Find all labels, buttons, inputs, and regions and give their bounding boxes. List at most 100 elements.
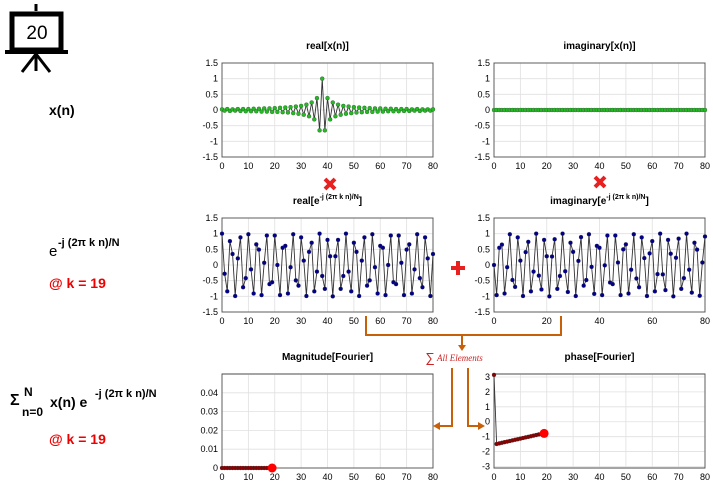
data-point bbox=[259, 292, 264, 298]
data-point bbox=[578, 234, 584, 240]
data-point bbox=[515, 235, 520, 240]
data-point bbox=[613, 233, 618, 238]
x-tick-label: 70 bbox=[674, 472, 684, 482]
data-point bbox=[671, 294, 676, 299]
data-point bbox=[642, 255, 647, 261]
data-point bbox=[304, 102, 309, 107]
y-tick-label: -0.5 bbox=[202, 121, 218, 131]
data-point bbox=[230, 251, 235, 257]
chart-title: Magnitude[Fourier] bbox=[282, 352, 373, 363]
x-tick-label: 80 bbox=[428, 472, 438, 482]
data-point bbox=[510, 277, 515, 283]
data-point bbox=[280, 110, 285, 115]
data-point bbox=[301, 258, 306, 263]
data-point bbox=[301, 112, 306, 117]
y-tick-label: -1 bbox=[482, 136, 490, 146]
data-point bbox=[631, 232, 636, 237]
y-tick-label: 1.5 bbox=[205, 213, 218, 223]
data-point bbox=[565, 289, 570, 295]
x-tick-label: 50 bbox=[349, 161, 359, 171]
x-tick-label: 20 bbox=[542, 472, 552, 482]
x-tick-label: 10 bbox=[243, 472, 253, 482]
data-point bbox=[615, 260, 621, 265]
data-point bbox=[536, 273, 541, 278]
data-point bbox=[370, 109, 375, 115]
data-point bbox=[639, 235, 644, 240]
data-point bbox=[497, 245, 502, 250]
x-tick-label: 10 bbox=[515, 161, 525, 171]
y-tick-label: 3 bbox=[485, 372, 490, 382]
label-sum-upper: N bbox=[24, 385, 33, 399]
data-point bbox=[351, 240, 357, 245]
data-point bbox=[309, 100, 314, 105]
y-tick-label: 1.5 bbox=[477, 213, 490, 223]
data-point bbox=[264, 233, 269, 238]
data-point bbox=[264, 109, 269, 114]
x-tick-label: 70 bbox=[402, 472, 412, 482]
data-point bbox=[697, 293, 702, 298]
data-point bbox=[552, 237, 557, 242]
y-tick-label: 0.5 bbox=[477, 89, 490, 99]
plus-icon bbox=[451, 261, 465, 275]
x-tick-label: 50 bbox=[349, 316, 359, 326]
data-point bbox=[262, 106, 267, 111]
data-point bbox=[380, 109, 386, 114]
data-point bbox=[647, 251, 652, 256]
data-point bbox=[592, 291, 597, 296]
data-point bbox=[660, 272, 665, 277]
data-point bbox=[378, 106, 383, 111]
y-tick-label: -1 bbox=[482, 291, 490, 301]
data-point bbox=[325, 237, 330, 243]
x-tick-label: 70 bbox=[674, 161, 684, 171]
data-point bbox=[528, 289, 534, 294]
data-point bbox=[312, 117, 317, 122]
x-tick-label: 10 bbox=[243, 316, 253, 326]
y-tick-label: -0.5 bbox=[474, 121, 490, 131]
x-tick-label: 80 bbox=[428, 316, 438, 326]
data-point bbox=[547, 294, 552, 299]
data-point bbox=[420, 285, 425, 290]
data-point bbox=[673, 255, 679, 260]
data-point bbox=[269, 280, 275, 285]
y-tick-label: 0.5 bbox=[205, 89, 218, 99]
data-point bbox=[623, 242, 629, 247]
data-point bbox=[589, 264, 594, 270]
y-tick-label: 1 bbox=[485, 402, 490, 412]
data-point bbox=[338, 286, 343, 291]
data-point bbox=[523, 250, 528, 255]
data-point bbox=[314, 95, 320, 101]
data-point bbox=[383, 106, 388, 111]
data-point bbox=[306, 114, 312, 119]
data-point bbox=[681, 276, 687, 281]
data-point bbox=[584, 277, 589, 283]
x-tick-label: 80 bbox=[700, 316, 710, 326]
data-point bbox=[354, 110, 359, 115]
data-point bbox=[277, 292, 283, 298]
data-point bbox=[401, 292, 407, 298]
data-point bbox=[364, 109, 370, 115]
data-point bbox=[356, 105, 362, 110]
data-point bbox=[644, 293, 650, 299]
data-point bbox=[322, 128, 328, 133]
data-point bbox=[491, 372, 497, 378]
sum-symbol: ∑ bbox=[425, 350, 434, 365]
x-tick-label: 30 bbox=[296, 316, 306, 326]
data-point bbox=[375, 109, 380, 114]
data-point bbox=[283, 243, 288, 249]
data-point bbox=[317, 128, 322, 133]
data-point bbox=[346, 269, 351, 274]
data-point bbox=[325, 95, 330, 101]
x-tick-label: 20 bbox=[270, 161, 280, 171]
data-point bbox=[386, 109, 391, 114]
data-point bbox=[658, 231, 663, 236]
data-point bbox=[422, 235, 428, 240]
data-point bbox=[251, 291, 256, 296]
data-point bbox=[333, 114, 338, 119]
data-point bbox=[309, 240, 314, 245]
data-point bbox=[333, 254, 338, 259]
data-point bbox=[233, 293, 238, 299]
data-point bbox=[367, 278, 372, 283]
label-sum-sigma: Σ bbox=[10, 392, 20, 409]
chart-real_x: 0 10 20 30 40 50 60 70 80 1.5 1 0.5 0 -0.5 -1 -1.5 real[… bbox=[202, 41, 438, 171]
times-icon bbox=[323, 177, 337, 191]
